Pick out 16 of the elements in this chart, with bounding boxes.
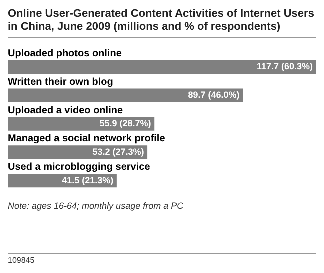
y-tick-label: Written their own blog	[8, 76, 114, 88]
data-label: 89.7 (46.0%)	[188, 90, 240, 100]
chart-title: Online User-Generated Content Activities of Internet Users in China, June 2009 (millions and % of respondents)	[8, 8, 316, 34]
bar	[8, 88, 244, 102]
data-label: 53.2 (27.3%)	[92, 146, 144, 157]
y-tick-label: Uploaded photos online	[8, 48, 122, 60]
text: Note: ages 16-64; monthly usage from a PC	[8, 201, 185, 211]
y-tick-label: Managed a social network profile	[8, 134, 166, 145]
data-label: 41.5 (21.3%)	[62, 175, 114, 186]
bar	[8, 60, 316, 74]
bar	[8, 117, 155, 131]
text: 109845	[8, 253, 316, 265]
y-tick-label: Uploaded a video online	[8, 105, 124, 116]
y-tick-label: Used a microblogging service	[8, 162, 151, 174]
data-label: 117.7 (60.3%)	[256, 62, 313, 72]
data-label: 55.9 (28.7%)	[100, 118, 152, 128]
